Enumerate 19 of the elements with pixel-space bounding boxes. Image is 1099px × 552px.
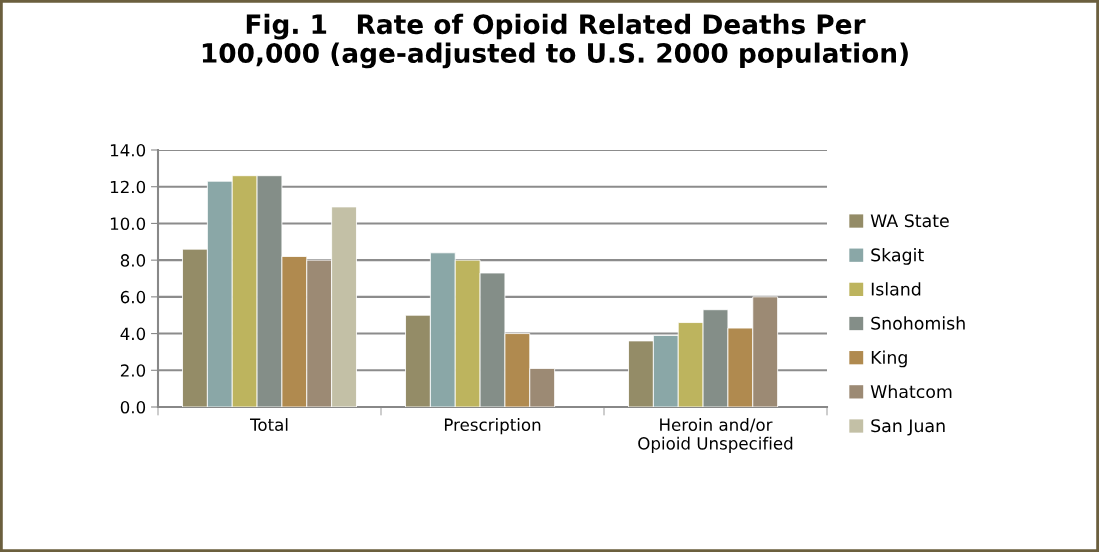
x-tick-label: Total — [249, 418, 288, 432]
y-tick-label: 4.0 — [120, 327, 146, 341]
y-tick-label: 0.0 — [120, 400, 146, 414]
legend-label: Whatcom — [870, 384, 952, 399]
y-tick-label: 6.0 — [120, 290, 146, 304]
chart-title: Fig. 1 Rate of Opioid Related Deaths Per 100,000 (age-adjusted to U.S. 2000 population) — [202, 13, 908, 69]
y-tick-label: 8.0 — [120, 254, 146, 267]
y-tick-label: 2.0 — [120, 364, 146, 377]
y-tick-label: 10.0 — [110, 217, 146, 230]
y-tick-label: 14.0 — [110, 143, 146, 157]
x-tick-label: Heroin and/or Opioid Unspecified — [638, 418, 793, 453]
legend-label: King — [871, 350, 907, 368]
legend-label: Skagit — [871, 248, 924, 265]
legend-label: Island — [871, 282, 921, 296]
legend-label: WA State — [870, 214, 949, 228]
legend-label: Snohomish — [871, 316, 965, 330]
y-tick-label: 12.0 — [110, 180, 146, 194]
legend-label: San Juan — [871, 419, 945, 436]
x-tick-label: Prescription — [444, 418, 541, 435]
